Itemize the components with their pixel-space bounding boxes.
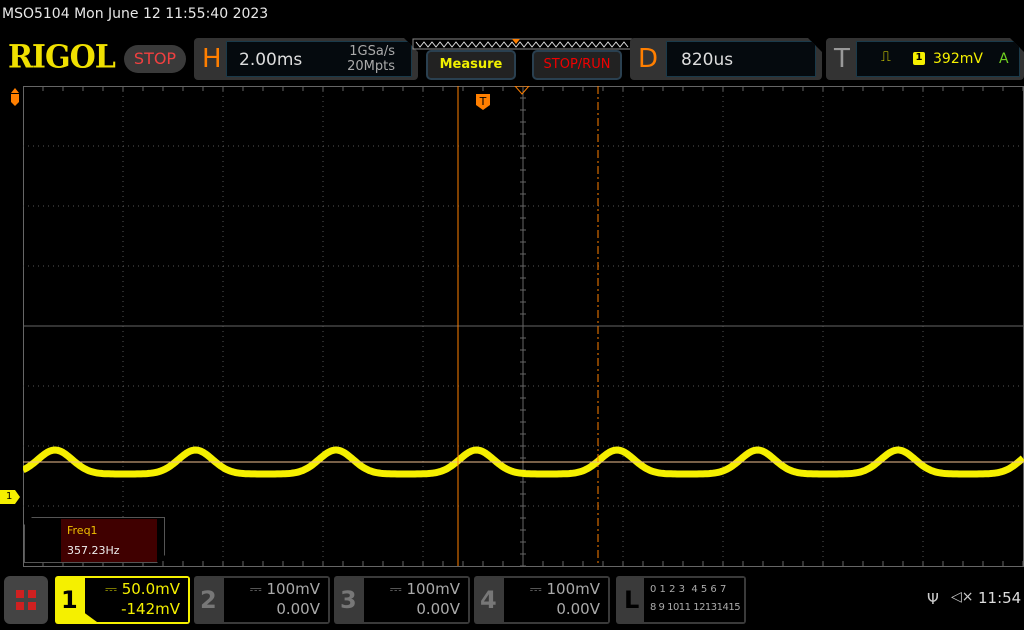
channel-1-offset: -142mV (121, 600, 180, 618)
delay-letter: D (638, 44, 659, 74)
channel-3-scale-value: 100mV (406, 580, 460, 598)
channel-2-button[interactable]: 2 ⎓ 100mV 0.00V (194, 576, 330, 624)
trigger-level: 392mV (933, 51, 983, 67)
channel-3-offset: 0.00V (416, 600, 460, 618)
channel-1-waveform (23, 446, 1024, 478)
horizontal-panel[interactable]: H 2.00ms 1GSa/s 20Mpts (194, 38, 418, 80)
measurement-label: Freq1 (67, 524, 98, 537)
channel-1-scale-value: 50.0mV (121, 580, 180, 598)
trigger-panel[interactable]: T ⎍ 1 392mV A (826, 38, 1024, 80)
measurement-value: 357.23Hz (67, 544, 120, 557)
sample-rate: 1GSa/s (349, 44, 395, 59)
logic-channels-row1: 0 1 2 3 4 5 6 7 (650, 584, 727, 595)
measure-button[interactable]: Measure (426, 50, 516, 80)
channel-2-number: 2 (200, 586, 217, 614)
ch1-offset-marker[interactable]: 1 (0, 490, 20, 504)
channel-4-scale-value: 100mV (546, 580, 600, 598)
channel-1-button[interactable]: 1 ⎓ 50.0mV -142mV (55, 576, 190, 624)
rising-edge-icon: ⎍ (881, 49, 891, 65)
svg-text:T: T (479, 95, 487, 108)
delay-value: 820us (681, 50, 734, 70)
waveform-overview[interactable] (412, 38, 634, 50)
measurement-panel[interactable]: Freq1 357.23Hz (24, 517, 165, 563)
logic-channels-row2: 8 9 1011 12131415 (650, 602, 741, 613)
channel-3-number: 3 (340, 586, 357, 614)
logic-letter: L (624, 586, 640, 614)
channel-4-scale: ⎓ 100mV (529, 580, 600, 598)
timebase: 2.00ms (239, 50, 303, 70)
trigger-position-icon (11, 88, 19, 106)
channel-3-scale: ⎓ 100mV (389, 580, 460, 598)
speaker-muted-icon[interactable]: ◁× (951, 589, 974, 605)
memory-depth: 20Mpts (347, 59, 395, 74)
channel-2-offset: 0.00V (276, 600, 320, 618)
trigger-position-marker (514, 86, 530, 95)
stop-run-button[interactable]: STOP/RUN (532, 50, 622, 80)
horizontal-letter: H (202, 44, 222, 74)
trigger-mode: A (999, 51, 1009, 67)
logic-analyzer-button[interactable]: L 0 1 2 3 4 5 6 7 8 9 1011 12131415 (616, 576, 746, 624)
channel-3-button[interactable]: 3 ⎓ 100mV 0.00V (334, 576, 470, 624)
channel-4-number: 4 (480, 586, 497, 614)
trigger-marker-icon[interactable]: T (475, 93, 491, 111)
trigger-source: 1 (913, 52, 925, 65)
channel-1-scale: ⎓ 50.0mV (104, 580, 180, 598)
channel-4-button[interactable]: 4 ⎓ 100mV 0.00V (474, 576, 610, 624)
trigger-letter: T (834, 44, 850, 74)
waveform-grid[interactable] (23, 86, 1024, 567)
channel-4-offset: 0.00V (556, 600, 600, 618)
clock: 11:54 (978, 589, 1022, 607)
menu-button[interactable] (4, 576, 48, 624)
delay-panel[interactable]: D 820us (630, 38, 822, 80)
channel-2-scale: ⎓ 100mV (249, 580, 320, 598)
channel-1-number: 1 (61, 586, 78, 614)
title-bar: MSO5104 Mon June 12 11:55:40 2023 (2, 6, 269, 22)
channel-2-scale-value: 100mV (266, 580, 320, 598)
grid-menu-icon (16, 590, 36, 610)
rigol-logo: RIGOL (8, 39, 116, 76)
usb-icon: Ψ (927, 590, 939, 608)
run-state-badge[interactable]: STOP (124, 45, 186, 73)
